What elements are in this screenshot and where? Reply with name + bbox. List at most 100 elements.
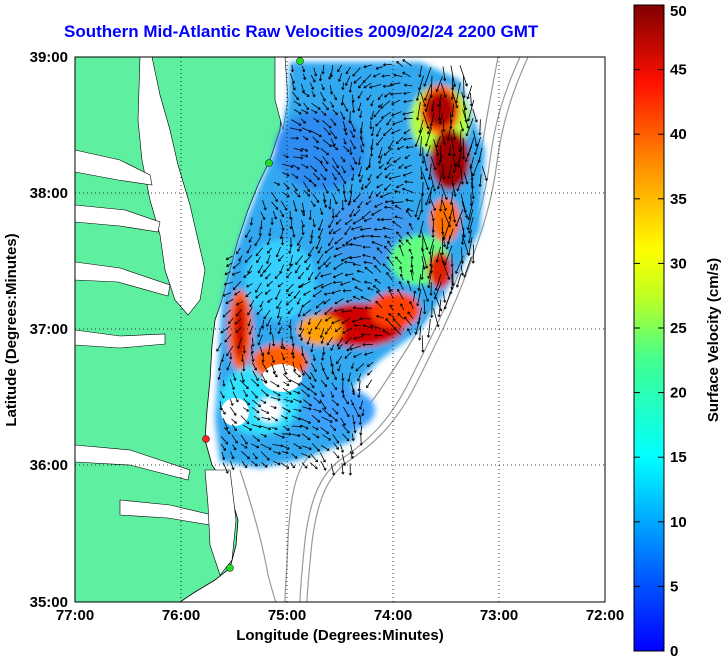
velocity-arrow — [300, 118, 306, 124]
velocity-arrow — [441, 227, 446, 247]
velocity-arrow — [392, 220, 402, 229]
velocity-arrow — [430, 174, 436, 192]
velocity-arrow-head — [361, 413, 365, 417]
velocity-arrow — [433, 139, 439, 156]
velocity-arrow — [319, 399, 327, 410]
velocity-arrow-head — [388, 289, 392, 293]
velocity-arrow — [226, 262, 233, 267]
velocity-arrow — [289, 254, 293, 266]
velocity-arrow — [406, 231, 413, 240]
velocity-arrow-head — [413, 290, 417, 294]
velocity-arrow-head — [287, 409, 291, 413]
velocity-arrow — [451, 103, 455, 118]
velocity-arrow — [303, 370, 312, 380]
velocity-arrow-head — [332, 280, 336, 285]
colorbar-tick-label: 50 — [670, 3, 687, 20]
velocity-arrow-head — [275, 199, 278, 202]
velocity-arrow-head — [376, 314, 379, 319]
velocity-arrow — [438, 299, 442, 317]
velocity-arrow — [310, 362, 317, 372]
velocity-arrow-head — [297, 382, 301, 386]
velocity-arrow — [320, 173, 327, 181]
velocity-arrow — [241, 451, 250, 460]
velocity-arrow — [228, 317, 234, 324]
velocity-arrow — [263, 262, 272, 273]
velocity-arrow — [345, 336, 352, 344]
velocity-arrow — [271, 416, 278, 422]
velocity-arrow-head — [323, 301, 327, 305]
velocity-arrow — [442, 119, 445, 132]
velocity-arrow — [300, 418, 311, 424]
velocity-arrow — [442, 163, 445, 180]
velocity-arrow — [407, 311, 414, 319]
velocity-arrow — [303, 290, 311, 296]
velocity-arrow-head — [425, 153, 429, 157]
velocity-arrow-head — [445, 246, 449, 250]
velocity-arrow-head — [331, 291, 335, 295]
velocity-arrow — [290, 327, 292, 339]
velocity-arrow — [318, 228, 324, 239]
velocity-arrow — [307, 336, 311, 345]
velocity-arrow-head — [235, 313, 239, 317]
velocity-arrow-head — [235, 329, 239, 333]
velocity-arrow-head — [320, 285, 324, 289]
velocity-arrow-head — [418, 74, 422, 78]
velocity-arrow-head — [381, 217, 384, 222]
velocity-arrow-head — [397, 288, 400, 292]
velocity-arrow-head — [277, 322, 281, 326]
velocity-arrow-head — [414, 331, 418, 335]
velocity-arrow-head — [341, 471, 345, 475]
velocity-arrow — [397, 145, 405, 150]
velocity-arrow-head — [308, 376, 312, 380]
velocity-arrow — [463, 75, 465, 98]
velocity-arrow — [311, 229, 313, 238]
velocity-arrow — [261, 462, 268, 468]
velocity-arrow-head — [283, 372, 288, 375]
velocity-arrow-head — [361, 333, 364, 337]
velocity-arrow-head — [268, 233, 272, 237]
velocity-arrow-head — [325, 161, 329, 165]
velocity-arrow — [417, 101, 421, 121]
velocity-arrow — [357, 201, 363, 209]
velocity-arrow — [314, 271, 321, 280]
velocity-arrow-head — [464, 83, 468, 87]
velocity-arrow — [291, 119, 302, 126]
velocity-arrow — [353, 335, 364, 339]
velocity-arrow — [456, 273, 462, 288]
velocity-arrow — [277, 282, 284, 288]
velocity-arrow — [293, 100, 301, 106]
velocity-arrow-head — [290, 399, 294, 403]
velocity-arrow — [450, 190, 454, 205]
velocity-arrow — [297, 297, 301, 305]
velocity-arrow — [308, 271, 314, 281]
velocity-arrow-head — [266, 411, 270, 414]
x-axis-label: Longitude (Degrees:Minutes) — [236, 627, 444, 644]
velocity-arrow-head — [335, 112, 338, 116]
velocity-arrow — [439, 252, 445, 264]
velocity-arrow-head — [326, 342, 330, 346]
velocity-arrow — [430, 198, 436, 211]
velocity-arrow — [289, 244, 293, 254]
velocity-arrow-head — [347, 202, 351, 206]
velocity-arrow — [343, 145, 350, 152]
velocity-arrow — [245, 291, 252, 297]
velocity-arrow-head — [266, 323, 270, 327]
velocity-arrow-head — [247, 270, 251, 274]
velocity-arrow-head — [322, 459, 326, 463]
velocity-arrow — [272, 451, 281, 455]
velocity-arrow-head — [332, 143, 336, 147]
velocity-arrow-head — [266, 457, 270, 461]
velocity-arrow-head — [397, 313, 401, 316]
velocity-arrow-head — [366, 97, 370, 101]
velocity-arrow-head — [317, 250, 321, 254]
velocity-arrow — [427, 119, 434, 135]
velocity-arrow — [431, 300, 433, 318]
velocity-arrow — [247, 307, 253, 316]
velocity-arrow — [280, 462, 290, 469]
velocity-arrow-head — [352, 73, 356, 77]
velocity-arrow-head — [257, 417, 261, 421]
velocity-arrow — [291, 345, 294, 355]
velocity-arrow-head — [270, 222, 274, 225]
velocity-arrow-head — [318, 235, 321, 239]
velocity-arrow-head — [377, 97, 381, 101]
